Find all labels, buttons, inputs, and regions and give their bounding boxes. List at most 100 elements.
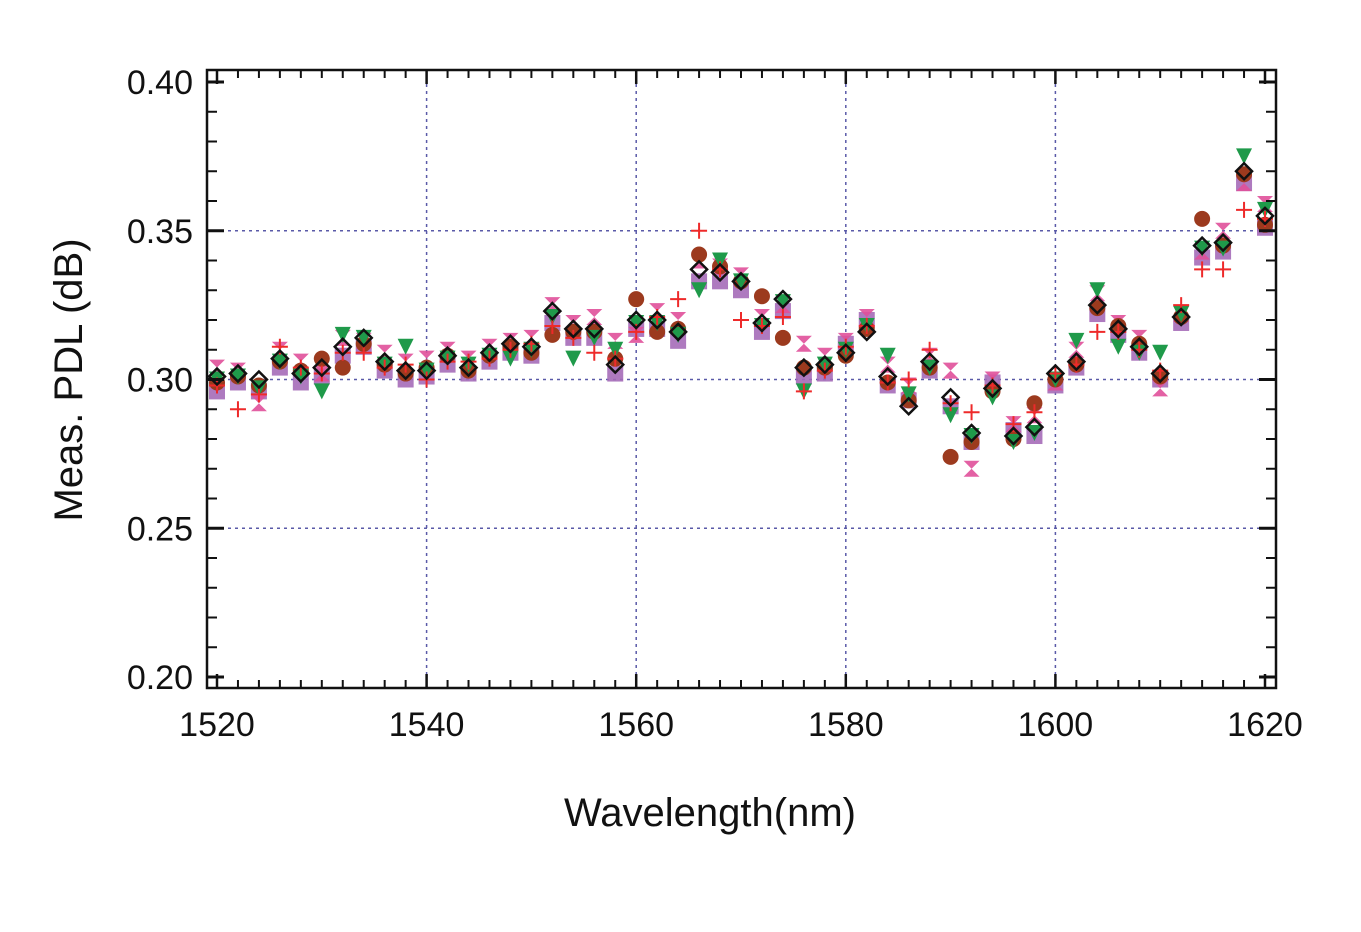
plus-point <box>334 344 351 361</box>
hourglass-point <box>963 460 980 477</box>
y-tick-label: 0.35 <box>127 213 193 251</box>
plus-point <box>963 404 980 421</box>
diamond-point <box>647 310 667 330</box>
triangle-down-point <box>1194 240 1211 257</box>
plus-point <box>502 341 519 358</box>
grid-lines <box>207 70 1276 688</box>
diamond-point <box>961 423 982 443</box>
diamond-point <box>773 289 793 309</box>
plus-point <box>586 344 603 361</box>
diamond-point <box>1108 319 1129 339</box>
triangle-down-point <box>229 368 246 385</box>
diamond-point <box>668 322 688 342</box>
plus-point <box>774 309 791 326</box>
triangle-down-point <box>334 326 351 343</box>
triangle-down-point <box>670 326 687 343</box>
plus-point <box>1089 323 1106 340</box>
circle-point <box>942 448 959 465</box>
triangle-down-point <box>1026 425 1043 442</box>
diamond-point <box>626 310 646 330</box>
plus-point <box>1194 261 1211 278</box>
plus-point <box>858 317 875 334</box>
diamond-point <box>836 342 856 363</box>
diamond-point <box>877 366 898 387</box>
y-tick-label: 0.25 <box>127 510 193 548</box>
diamond-point <box>1003 426 1024 446</box>
diamond-point <box>500 334 521 354</box>
circle-point <box>1026 395 1043 412</box>
hourglass-point <box>879 356 896 373</box>
circle-point <box>1089 300 1106 317</box>
diamond-point <box>1045 363 1066 384</box>
diamond-point <box>437 345 458 366</box>
triangle-down-point <box>565 350 582 367</box>
plus-point <box>292 359 309 376</box>
diamond-point <box>458 357 479 378</box>
diamond-point <box>982 378 1003 399</box>
diamond-point <box>207 366 227 387</box>
triangle-down-point <box>1152 344 1169 361</box>
diamond-point <box>1213 232 1233 253</box>
circle-point <box>397 365 414 382</box>
diamond-point <box>898 396 919 417</box>
x-axis-label: Wavelength(nm) <box>564 791 856 835</box>
circle-point <box>1236 166 1253 183</box>
diamond-point <box>710 262 730 283</box>
data-points <box>207 148 1275 477</box>
plus-point <box>670 291 687 308</box>
diamond-point <box>919 351 940 372</box>
diamond-point <box>228 363 248 384</box>
diamond-point <box>479 342 500 363</box>
diamond-point <box>856 322 877 342</box>
circle-point <box>649 323 666 340</box>
triangle-down-point <box>879 347 896 364</box>
x-tick-label: 1580 <box>808 706 884 744</box>
x-tick-labels: 1520 1540 1560 1580 1600 1620 <box>179 706 1303 744</box>
y-tick-label: 0.40 <box>127 64 193 102</box>
triangle-down-point <box>774 294 791 311</box>
diamond-point <box>521 337 542 357</box>
diamond-point <box>291 363 311 384</box>
triangle-down-point <box>628 314 645 331</box>
diamond-point <box>940 387 961 408</box>
plus-point <box>229 401 246 418</box>
triangle-down-point <box>271 353 288 370</box>
triangle-down-point <box>1110 338 1127 355</box>
circle-point <box>691 246 708 263</box>
hourglass-point <box>586 309 603 326</box>
triangle-down-point <box>544 309 561 326</box>
diamond-point <box>1255 206 1275 226</box>
circle-point <box>334 359 351 376</box>
diamond-point <box>332 337 353 357</box>
diamond-point <box>249 369 269 390</box>
hourglass-point <box>1215 222 1232 239</box>
plus-point <box>691 222 708 239</box>
plus-point <box>879 374 896 391</box>
diamond-point <box>563 319 584 339</box>
diamond-point <box>1234 161 1254 182</box>
diamond-point <box>395 360 416 381</box>
diamond-point <box>416 360 437 381</box>
triangle-down-point <box>313 383 330 400</box>
diamond-point <box>605 354 626 375</box>
circle-point <box>544 326 561 343</box>
plus-point <box>1215 261 1232 278</box>
x-tick-label: 1600 <box>1018 706 1094 744</box>
x-tick-label: 1540 <box>389 706 465 744</box>
plus-point <box>397 356 414 373</box>
triangle-down-point <box>1257 201 1273 218</box>
diamond-point <box>1129 337 1150 357</box>
diamond-point <box>270 348 290 369</box>
diamond-point <box>1087 295 1108 315</box>
triangle-down-point <box>292 368 309 385</box>
diamond-point <box>731 271 751 292</box>
y-tick-labels: 0.20 0.25 0.30 0.35 0.40 <box>127 64 193 697</box>
plus-point <box>816 362 833 379</box>
plus-point <box>1236 201 1253 218</box>
triangle-down-point <box>502 350 519 367</box>
diamond-point <box>312 357 332 378</box>
circle-point <box>628 291 645 308</box>
triangle-down-point <box>397 338 414 355</box>
circle-point <box>774 329 791 346</box>
